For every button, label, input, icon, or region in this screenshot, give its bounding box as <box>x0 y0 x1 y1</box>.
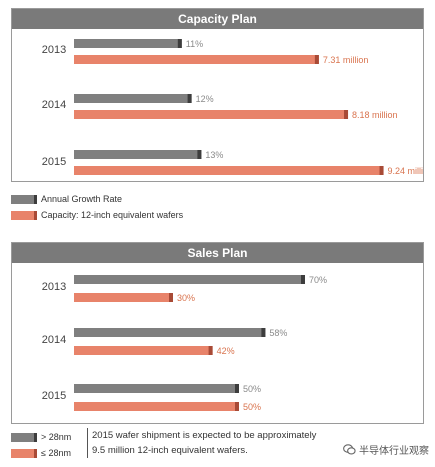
year-label: 2014 <box>42 99 66 111</box>
bar-cap <box>187 94 192 103</box>
legend-swatch-gray <box>11 195 37 204</box>
bar-gray <box>74 384 239 393</box>
sales-plan-chart: 2013 70% 30% 2014 58% 42% 2015 50% 50% <box>42 275 327 412</box>
bar-cap <box>197 150 202 159</box>
bar-gray <box>74 328 266 337</box>
bar-orange <box>74 166 384 175</box>
legend-label: Annual Growth Rate <box>41 194 123 204</box>
legend-swatch-orange <box>11 211 37 220</box>
legend-label: ≤ 28nm <box>41 448 71 458</box>
bar-cap <box>379 166 384 175</box>
data-label: 58% <box>269 328 287 338</box>
year-label: 2015 <box>42 156 66 168</box>
note-divider <box>87 428 88 458</box>
bar-cap <box>235 384 239 393</box>
legend-swatch-orange <box>11 449 37 458</box>
data-label: 42% <box>217 346 235 356</box>
watermark: 半导体行业观察 <box>343 442 429 457</box>
bar-orange <box>74 55 319 64</box>
legend-swatch-gray <box>11 433 37 442</box>
capacity-plan-panel: Capacity Plan 2013 11% 7.31 million 2014 12%… <box>11 8 424 182</box>
capacity-plan-chart: 2013 11% 7.31 million 2014 12% 8.18 million 20… <box>42 39 423 176</box>
data-label: 70% <box>309 275 327 285</box>
sales-plan-title: Sales Plan <box>12 243 423 263</box>
bar-orange <box>74 402 239 411</box>
legend-label: Capacity: 12-inch equivalent wafers <box>41 210 184 220</box>
wechat-icon <box>343 444 356 455</box>
capacity-plan-title: Capacity Plan <box>12 9 423 29</box>
bar-cap <box>344 110 349 119</box>
bar-orange <box>74 293 173 302</box>
shipment-note: 2015 wafer shipment is expected to be ap… <box>92 430 317 456</box>
year-label: 2014 <box>42 334 66 346</box>
bar-cap <box>235 402 239 411</box>
data-label: 12% <box>196 94 214 104</box>
data-label: 13% <box>205 150 223 160</box>
bar-orange <box>74 110 349 119</box>
bar-gray <box>74 150 202 159</box>
data-label: 7.31 million <box>323 55 369 65</box>
sales-plan-panel: Sales Plan 2013 70% 30% 2014 58% 42% 2015 50% 50… <box>11 242 424 424</box>
year-label: 2015 <box>42 390 66 402</box>
watermark-text: 半导体行业观察 <box>359 446 429 457</box>
data-label: 8.18 million <box>352 110 398 120</box>
data-label: 30% <box>177 293 195 303</box>
bar-cap <box>301 275 305 284</box>
bar-cap <box>177 39 182 48</box>
legend-label: > 28nm <box>41 432 72 442</box>
bar-cap <box>261 328 266 337</box>
bar-cap <box>314 55 319 64</box>
bar-cap <box>208 346 213 355</box>
data-label: 50% <box>243 384 261 394</box>
data-label: 50% <box>243 402 261 412</box>
bar-gray <box>74 94 192 103</box>
bar-cap <box>169 293 173 302</box>
year-label: 2013 <box>42 44 66 56</box>
bar-gray <box>74 39 182 48</box>
data-label: 9.24 million <box>388 166 423 176</box>
data-label: 11% <box>186 39 203 49</box>
bar-orange <box>74 346 213 355</box>
year-label: 2013 <box>42 281 66 293</box>
bar-gray <box>74 275 305 284</box>
